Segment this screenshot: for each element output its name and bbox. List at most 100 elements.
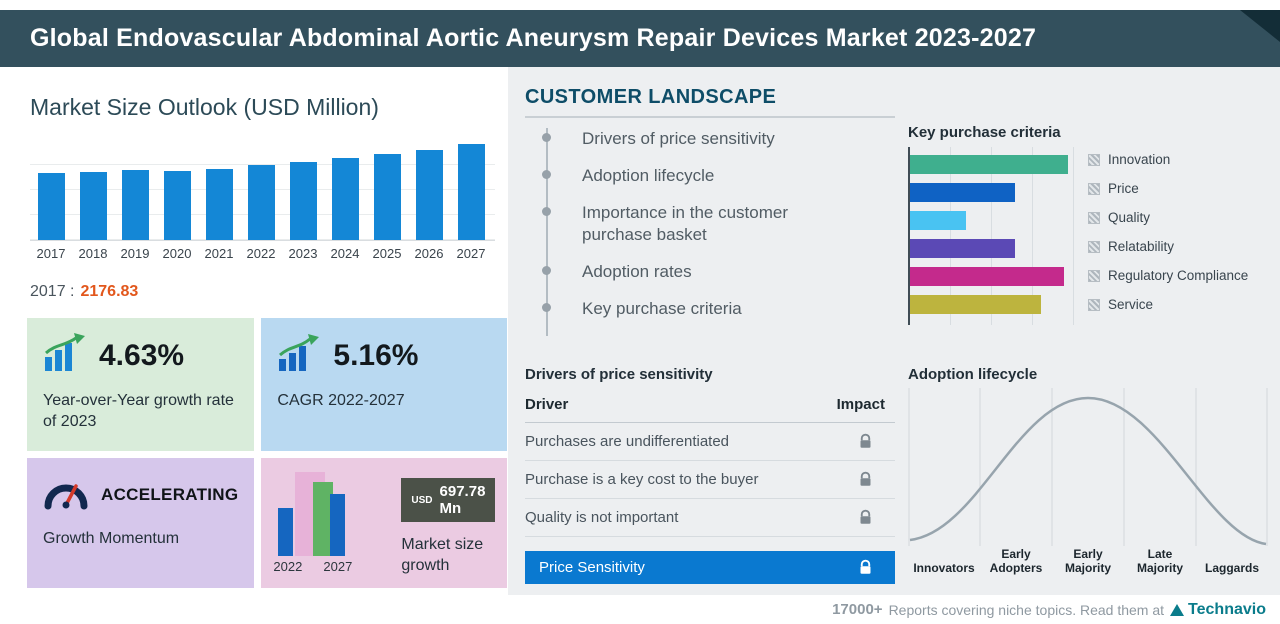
report-count: 17000+: [832, 601, 883, 618]
market-size-bar: [457, 144, 485, 240]
market-bar-column: [240, 165, 282, 240]
market-size-growth-card: 2022 2027 USD 697.78 Mn Market size grow…: [261, 458, 508, 588]
momentum-label: Growth Momentum: [43, 530, 180, 547]
customer-landscape-title: CUSTOMER LANDSCAPE: [525, 86, 777, 108]
market-size-year-axis: 2017 2018 2019 2020 2021 2022 2023 2024 2025 2026…: [30, 246, 495, 261]
header-ribbon: Global Endovascular Abdominal Aortic Ane…: [0, 10, 1280, 67]
criteria-bar-quality: [910, 211, 967, 230]
highlight-label: Price Sensitivity: [539, 559, 645, 576]
growth-momentum-card: ACCELERATING Growth Momentum: [27, 458, 255, 588]
table-header: Driver Impact: [525, 390, 895, 423]
legend-swatch-icon: [1088, 298, 1100, 311]
driver-label: Purchase is a key cost to the buyer: [525, 471, 759, 488]
stage-label: Innovators: [913, 560, 975, 575]
technavio-logo-icon: [1170, 603, 1185, 616]
market-bar-column: [282, 162, 324, 240]
momentum-value: ACCELERATING: [101, 484, 239, 504]
criteria-bar-regulatory-compliance: [910, 267, 1065, 286]
list-item-label: Adoption lifecycle: [582, 166, 715, 186]
lock-icon: [858, 559, 895, 576]
key-purchase-criteria-chart: [908, 147, 1076, 325]
price-sensitivity-title: Drivers of price sensitivity: [525, 366, 713, 383]
market-size-bar-chart: [30, 140, 495, 241]
market-size-bar: [37, 173, 65, 240]
legend-label: Innovation: [1108, 152, 1171, 167]
mini-growth-chart: 2022 2027: [273, 470, 391, 574]
price-sensitivity-highlight: Price Sensitivity: [525, 551, 895, 584]
legend-label: Regulatory Compliance: [1108, 268, 1249, 283]
mini-year-end: 2027: [323, 559, 353, 574]
market-year-label: 2024: [330, 246, 360, 261]
legend-item: Regulatory Compliance: [1088, 268, 1248, 283]
market-size-bar: [373, 154, 401, 240]
list-item: Adoption lifecycle: [542, 165, 803, 187]
legend-label: Service: [1108, 297, 1154, 312]
yoy-growth-card: 4.63% Year-over-Year growth rate of 2023: [27, 318, 255, 451]
key-purchase-criteria-title: Key purchase criteria: [908, 124, 1061, 141]
legend-swatch-icon: [1088, 182, 1100, 195]
adoption-lifecycle-title: Adoption lifecycle: [908, 366, 1038, 383]
growth-bars-icon: [43, 333, 87, 378]
legend-item: Price: [1088, 181, 1248, 196]
legend-swatch-icon: [1088, 269, 1100, 282]
market-year-label: 2026: [414, 246, 444, 261]
market-growth-badge: USD 697.78 Mn: [401, 478, 496, 522]
driver-label: Quality is not important: [525, 509, 679, 526]
cagr-value: 5.16%: [333, 338, 419, 372]
badge-value: 697.78 Mn: [439, 483, 486, 517]
list-item-label: Adoption rates: [582, 262, 692, 282]
mini-bar-green: [313, 482, 334, 556]
base-year-line: 2017 : 2176.83: [30, 283, 138, 301]
driver-label: Purchases are undifferentiated: [525, 433, 730, 450]
market-year-label: 2019: [120, 246, 150, 261]
price-sensitivity-table: Driver Impact Purchases are undifferenti…: [525, 390, 895, 584]
badge-currency: USD: [411, 494, 433, 506]
column-driver: Driver: [525, 396, 569, 413]
list-item: Importance in the customer purchase bask…: [542, 202, 803, 246]
market-growth-label: Market size growth: [401, 536, 484, 575]
base-year-value: 2176.83: [80, 283, 139, 300]
adoption-lifecycle-chart: [908, 388, 1268, 546]
market-year-label: 2023: [288, 246, 318, 261]
legend-swatch-icon: [1088, 211, 1100, 224]
market-bar-column: [366, 154, 408, 240]
criteria-bar-relatability: [910, 239, 1015, 258]
technavio-brand-label: Technavio: [1188, 600, 1266, 618]
title-divider: [525, 116, 895, 118]
market-bar-column: [30, 173, 72, 240]
cagr-card: 5.16% CAGR 2022-2027: [261, 318, 508, 451]
market-year-label: 2020: [162, 246, 192, 261]
list-item: Key purchase criteria: [542, 298, 803, 320]
mini-bar-2027: [330, 494, 346, 556]
speedometer-icon: [43, 473, 89, 516]
market-bar-column: [450, 144, 492, 240]
technavio-brand-link[interactable]: Technavio: [1170, 601, 1266, 619]
market-year-label: 2021: [204, 246, 234, 261]
market-size-bar: [163, 171, 191, 240]
lock-icon: [858, 509, 895, 526]
market-size-bar: [205, 169, 233, 240]
market-size-bar: [289, 162, 317, 240]
market-bar-column: [198, 169, 240, 240]
cagr-label: CAGR 2022-2027: [277, 392, 405, 409]
market-year-label: 2017: [36, 246, 66, 261]
mini-bar-2022: [278, 508, 294, 556]
stat-cards: 4.63% Year-over-Year growth rate of 2023…: [27, 318, 508, 588]
legend-item: Quality: [1088, 210, 1248, 225]
market-size-bar: [247, 165, 275, 240]
list-item-label: Key purchase criteria: [582, 299, 742, 319]
legend-label: Relatability: [1108, 239, 1175, 254]
adoption-lifecycle-stage-labels: Innovators Early Adopters Early Majority…: [908, 547, 1268, 576]
stage-label: Early Majority: [1064, 547, 1111, 575]
stage-label: Late Majority: [1136, 547, 1183, 575]
stage-label: Early Adopters: [989, 547, 1043, 575]
list-item-label: Drivers of price sensitivity: [582, 129, 775, 148]
customer-landscape-panel: [508, 67, 1280, 595]
legend-item: Service: [1088, 297, 1248, 312]
market-bar-column: [408, 150, 450, 240]
table-row: Quality is not important: [525, 499, 895, 537]
list-item: Adoption rates: [542, 261, 803, 283]
market-size-bar: [79, 172, 107, 240]
table-row: Purchases are undifferentiated: [525, 423, 895, 461]
